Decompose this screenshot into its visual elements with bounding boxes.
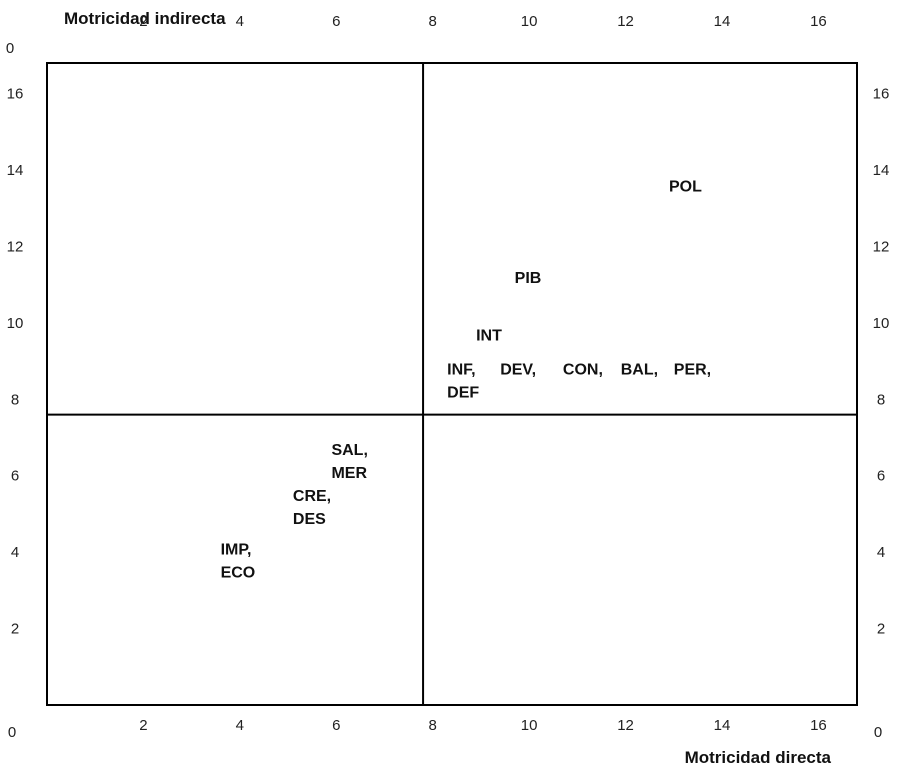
y-tick-label-left: 6	[11, 468, 19, 485]
y-tick-label-left: 14	[7, 162, 24, 179]
data-point-label: IMP,	[221, 541, 252, 558]
data-point-label: ECO	[221, 564, 256, 581]
y-axis-title: Motricidad indirecta	[64, 9, 226, 28]
y-tick-label-right: 10	[873, 315, 890, 332]
x-tick-label-top: 12	[617, 13, 634, 30]
x-tick-label-top: 10	[521, 13, 538, 30]
x-tick-label-top: 2	[139, 13, 147, 30]
origin-label-bottom-left: 0	[8, 724, 16, 741]
y-tick-label-right: 14	[873, 162, 890, 179]
x-axis-title: Motricidad directa	[685, 748, 832, 767]
data-point-label: MER	[331, 465, 367, 482]
x-tick-label-bottom: 4	[236, 717, 244, 734]
data-point-label: DEV,	[500, 362, 536, 379]
data-point-label: PER,	[674, 362, 711, 379]
x-tick-label-top: 14	[714, 13, 731, 30]
x-tick-label-bottom: 2	[139, 717, 147, 734]
data-point-label: CRE,	[293, 488, 331, 505]
x-tick-label-bottom: 16	[810, 717, 827, 734]
data-point-label: DEF	[447, 385, 479, 402]
x-tick-label-top: 8	[429, 13, 437, 30]
x-tick-label-top: 16	[810, 13, 827, 30]
data-point-label: INF,	[447, 362, 475, 379]
y-tick-label-right: 2	[877, 621, 885, 638]
x-tick-label-bottom: 12	[617, 717, 634, 734]
y-tick-label-right: 8	[877, 391, 885, 408]
y-tick-label-right: 4	[877, 544, 885, 561]
data-point-label: PIB	[515, 270, 542, 287]
y-tick-label-left: 2	[11, 621, 19, 638]
data-point-label: SAL,	[331, 442, 367, 459]
x-tick-label-bottom: 10	[521, 717, 538, 734]
origin-label-top-left: 0	[6, 40, 14, 57]
x-tick-label-bottom: 14	[714, 717, 731, 734]
y-tick-label-right: 16	[873, 86, 890, 103]
data-point-label: BAL,	[621, 362, 658, 379]
x-tick-label-top: 4	[236, 13, 244, 30]
y-tick-label-right: 12	[873, 238, 890, 255]
x-tick-label-bottom: 8	[429, 717, 437, 734]
y-tick-label-left: 4	[11, 544, 19, 561]
plot-frame	[46, 62, 858, 706]
tick-labels: 2 2 4 4 6 6 8 8 10 10 12 12 14 14 16 16 2 2 4 4 6 6 8 8 10 10 12 12…	[7, 13, 890, 734]
x-tick-label-top: 6	[332, 13, 340, 30]
y-tick-label-left: 10	[7, 315, 24, 332]
data-point-label: POL	[669, 178, 702, 195]
origin-label-bottom-right: 0	[874, 724, 882, 741]
data-point-label: DES	[293, 511, 326, 528]
y-tick-label-left: 16	[7, 86, 24, 103]
data-point-label: CON,	[563, 362, 603, 379]
x-tick-label-bottom: 6	[332, 717, 340, 734]
data-point-label: INT	[476, 327, 502, 344]
y-tick-label-left: 12	[7, 238, 24, 255]
y-tick-label-left: 8	[11, 391, 19, 408]
y-tick-label-right: 6	[877, 468, 885, 485]
data-point-labels: POL PIB INT INF, DEV, CON, BAL, PER, DEF SAL, MERC…	[221, 178, 712, 581]
